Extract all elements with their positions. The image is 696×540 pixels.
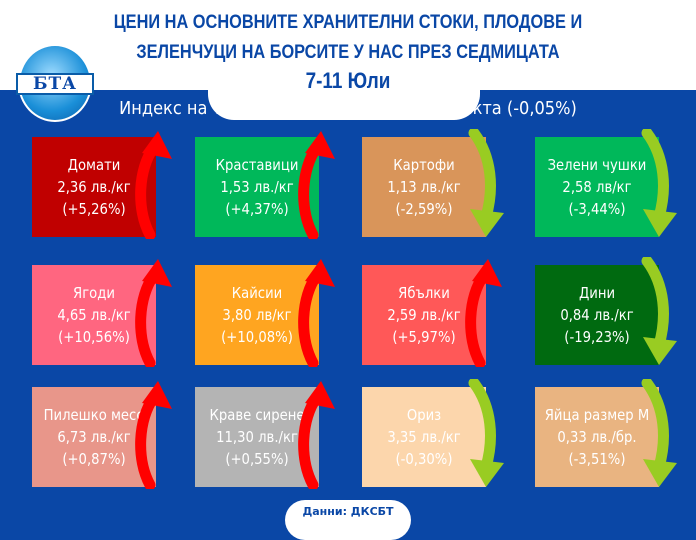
arrow-up-icon xyxy=(298,381,335,489)
arrow-up-icon xyxy=(298,131,335,239)
card-name: Пилешко месо xyxy=(43,406,145,424)
price-card: Зелени чушки 2,58 лв/кг (-3,44%) xyxy=(535,137,659,237)
card-change: (+0,55%) xyxy=(225,450,289,468)
price-card: Дини 0,84 лв./кг (-19,23%) xyxy=(535,265,659,365)
card-price: 6,73 лв./кг xyxy=(57,428,131,446)
card-change: (+10,08%) xyxy=(221,328,293,346)
header-tab xyxy=(208,60,480,120)
source-label: Данни: ДКСБТ xyxy=(285,500,411,540)
arrow-down-icon xyxy=(468,129,504,237)
card-price: 1,13 лв./кг xyxy=(387,178,461,196)
card-change: (+5,97%) xyxy=(392,328,456,346)
card-name: Ориз xyxy=(406,406,442,424)
period: 7-11 Юли xyxy=(305,68,391,93)
card-change: (-3,51%) xyxy=(568,450,626,468)
arrow-down-icon xyxy=(641,257,677,365)
card-name: Домати xyxy=(67,156,121,174)
card-change: (+4,37%) xyxy=(225,200,289,218)
price-card: Краставици 1,53 лв./кг (+4,37%) xyxy=(195,137,319,237)
card-change: (-19,23%) xyxy=(564,328,630,346)
arrow-down-icon xyxy=(468,379,504,487)
price-card: Кайсии 3,80 лв/кг (+10,08%) xyxy=(195,265,319,365)
price-card: Яйца размер М 0,33 лв./бр. (-3,51%) xyxy=(535,387,659,487)
price-card: Ябълки 2,59 лв./кг (+5,97%) xyxy=(362,265,486,365)
price-card: Картофи 1,13 лв./кг (-2,59%) xyxy=(362,137,486,237)
card-change: (+5,26%) xyxy=(62,200,126,218)
card-price: 2,59 лв./кг xyxy=(387,306,461,324)
card-name: Яйца размер М xyxy=(544,406,650,424)
card-price: 2,58 лв/кг xyxy=(562,178,632,196)
price-card: Домати 2,36 лв./кг (+5,26%) xyxy=(32,137,156,237)
price-card: Ягоди 4,65 лв./кг (+10,56%) xyxy=(32,265,156,365)
card-name: Зелени чушки xyxy=(547,156,647,174)
card-change: (-3,44%) xyxy=(568,200,626,218)
card-price: 3,35 лв./кг xyxy=(387,428,461,446)
index-text: Индекс на тържищните цени – 2,177 пункта… xyxy=(119,98,577,119)
card-change: (+10,56%) xyxy=(58,328,130,346)
logo-text: БТА xyxy=(16,73,94,95)
card-name: Картофи xyxy=(393,156,455,174)
arrow-up-icon xyxy=(298,259,335,367)
card-change: (+0,87%) xyxy=(62,450,126,468)
arrow-up-icon xyxy=(135,381,172,489)
bta-logo: БТА xyxy=(16,44,94,122)
card-price: 2,36 лв./кг xyxy=(57,178,131,196)
card-name: Краставици xyxy=(215,156,299,174)
card-name: Ягоди xyxy=(73,284,115,302)
card-name: Кайсии xyxy=(231,284,283,302)
arrow-down-icon xyxy=(641,129,677,237)
card-name: Краве сирене xyxy=(209,406,305,424)
card-change: (-2,59%) xyxy=(395,200,453,218)
card-price: 0,84 лв./кг xyxy=(560,306,634,324)
card-price: 1,53 лв./кг xyxy=(220,178,294,196)
arrow-up-icon xyxy=(465,259,502,367)
arrow-up-icon xyxy=(135,131,172,239)
card-price: 3,80 лв/кг xyxy=(222,306,292,324)
arrow-up-icon xyxy=(135,259,172,367)
price-card: Пилешко месо 6,73 лв./кг (+0,87%) xyxy=(32,387,156,487)
card-change: (-0,30%) xyxy=(395,450,453,468)
card-name: Дини xyxy=(578,284,616,302)
title-line-2: ЗЕЛЕНЧУЦИ НА БОРСИТЕ У НАС ПРЕЗ СЕДМИЦАТ… xyxy=(136,42,560,63)
card-price: 0,33 лв./бр. xyxy=(557,428,637,446)
price-card: Краве сирене 11,30 лв./кг (+0,55%) xyxy=(195,387,319,487)
title-line-1: ЦЕНИ НА ОСНОВНИТЕ ХРАНИТЕЛНИ СТОКИ, ПЛОД… xyxy=(113,12,583,33)
card-price: 11,30 лв./кг xyxy=(216,428,298,446)
price-card: Ориз 3,35 лв./кг (-0,30%) xyxy=(362,387,486,487)
card-name: Ябълки xyxy=(398,284,450,302)
card-price: 4,65 лв./кг xyxy=(57,306,131,324)
arrow-down-icon xyxy=(641,379,677,487)
